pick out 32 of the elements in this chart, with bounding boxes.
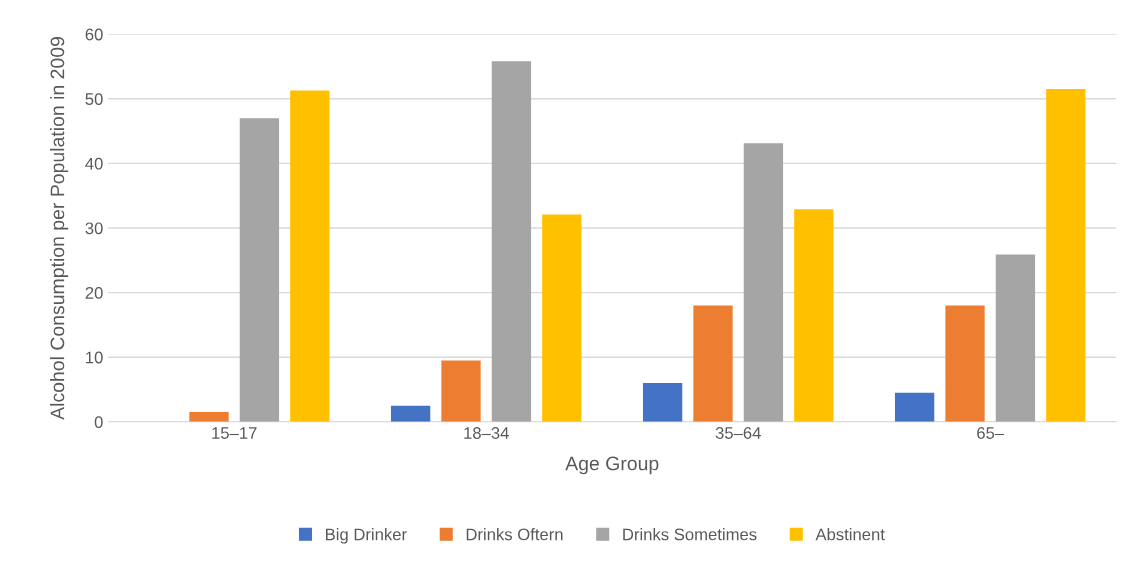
bar bbox=[1046, 89, 1086, 422]
y-tick-label: 30 bbox=[85, 222, 103, 235]
legend-label: Abstinent bbox=[815, 528, 885, 541]
bar bbox=[441, 360, 481, 422]
legend-label: Drinks Sometimes bbox=[623, 528, 757, 541]
x-tick-label: 18–34 bbox=[464, 427, 509, 439]
y-tick-label: 60 bbox=[85, 28, 103, 41]
bar bbox=[290, 90, 330, 422]
y-axis-title: Alcohol Consumption per Population in 2009 bbox=[50, 37, 69, 420]
bar bbox=[794, 209, 834, 422]
bar bbox=[995, 254, 1036, 422]
x-tick-label: 65– bbox=[977, 427, 1005, 439]
x-tick-label: 15–17 bbox=[212, 427, 257, 439]
bar bbox=[743, 143, 784, 422]
y-tick-label: 10 bbox=[86, 351, 103, 364]
x-tick-label: 35–64 bbox=[715, 427, 761, 439]
bar bbox=[642, 383, 683, 422]
bar bbox=[693, 305, 733, 422]
legend-label: Drinks Oftern bbox=[466, 528, 563, 541]
y-tick-label: 50 bbox=[85, 93, 103, 105]
y-tick-label: 40 bbox=[85, 157, 103, 170]
bar bbox=[491, 61, 532, 422]
bar bbox=[894, 392, 935, 422]
legend-label: Big Drinker bbox=[326, 528, 407, 544]
x-axis-title: Age Group bbox=[565, 456, 659, 475]
y-tick-label: 0 bbox=[94, 416, 103, 428]
bar bbox=[542, 214, 582, 422]
bar bbox=[390, 405, 431, 422]
bar bbox=[239, 118, 280, 422]
bar bbox=[189, 412, 229, 422]
y-tick-label: 20 bbox=[85, 287, 103, 299]
bar bbox=[945, 305, 985, 422]
